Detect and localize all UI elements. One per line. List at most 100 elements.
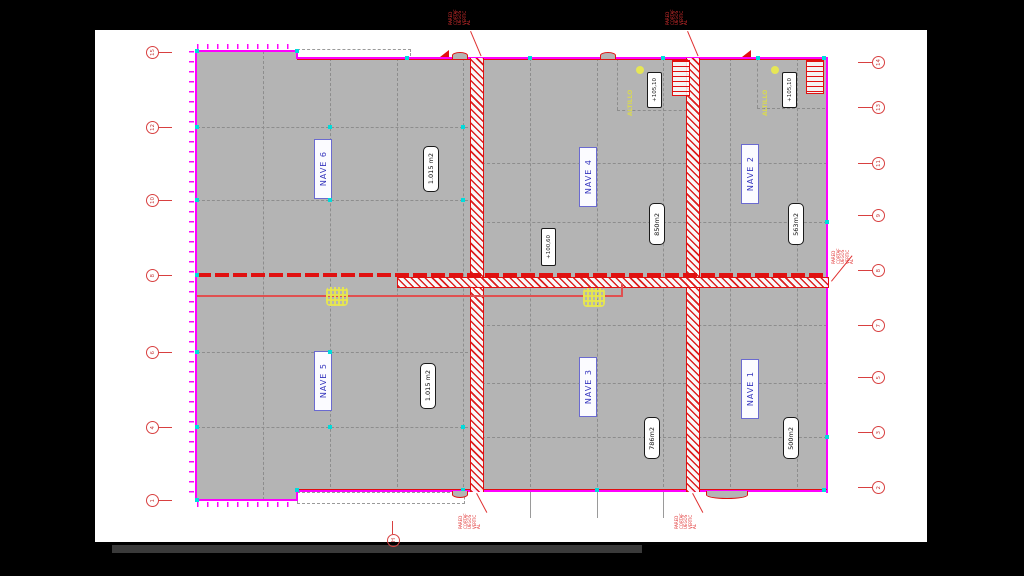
bubble-leader xyxy=(858,215,872,216)
mezzanine-edge-line xyxy=(617,58,618,110)
grid-marker-icon xyxy=(825,220,829,224)
grid-bubble-text: 10 xyxy=(149,197,156,204)
grid-marker-icon xyxy=(756,56,760,60)
perimeter-wall-top-red xyxy=(297,59,827,60)
door-swing-icon xyxy=(706,491,748,499)
hall-label-text: NAVE 3 xyxy=(583,369,593,405)
bubble-leader xyxy=(158,427,172,428)
grid-line-horizontal xyxy=(482,163,827,164)
ground-elevation-text: +100,60 xyxy=(545,235,552,259)
grid-bubble-right: 14 xyxy=(872,56,885,69)
perimeter-wall-right xyxy=(826,57,828,493)
firewall-note: PARED CORTAFUEGOS VERTICAL xyxy=(448,9,472,25)
fire-separation-thin-line xyxy=(197,295,622,297)
grid-marker-icon xyxy=(328,198,332,202)
grid-bubble-text: 1 xyxy=(149,498,156,503)
grid-bubble-text: 4 xyxy=(149,425,156,430)
firewall-note: PARED CORTAFUEGOS VERTICAL xyxy=(674,513,698,529)
grid-bubble-left: 6 xyxy=(146,346,159,359)
grid-bubble-text: H xyxy=(390,538,397,543)
area-label-text: 563m2 xyxy=(792,212,800,236)
door-swing-icon xyxy=(452,491,468,498)
grid-marker-icon xyxy=(195,49,199,53)
grid-bubble-right: 9 xyxy=(872,209,885,222)
area-label-text: 500m2 xyxy=(787,426,795,450)
grid-marker-icon xyxy=(195,125,199,129)
grid-bubble-text: 8 xyxy=(875,268,882,273)
grid-bubble-text: 7 xyxy=(875,323,882,328)
area-label-nave-6: 1.015 m2 xyxy=(423,146,439,192)
perimeter-wall-step xyxy=(296,492,298,501)
grid-line-horizontal xyxy=(197,127,468,128)
bubble-leader xyxy=(858,487,872,488)
hall-label-nave-2: NAVE 2 xyxy=(741,144,759,204)
yellow-equipment-symbol xyxy=(326,287,348,306)
door-swing-icon xyxy=(452,52,468,59)
perimeter-wall-top-left xyxy=(197,50,297,52)
grid-bubble-left: 8 xyxy=(146,269,159,282)
hall-label-nave-4: NAVE 4 xyxy=(579,147,597,207)
wall-tick-marks-bottom-left xyxy=(197,502,297,507)
grid-bubble-text: 13 xyxy=(875,104,882,111)
area-label-nave-4: 850m2 xyxy=(649,203,665,245)
hall-label-text: NAVE 5 xyxy=(318,363,328,399)
grid-bubble-text: 6 xyxy=(149,350,156,355)
wall-tick-marks-top-left xyxy=(197,44,297,49)
hall-label-nave-5: NAVE 5 xyxy=(314,351,332,411)
ground-elevation-label: +100,60 xyxy=(541,228,556,266)
hall-label-text: NAVE 2 xyxy=(745,156,755,192)
grid-marker-icon xyxy=(195,498,199,502)
mezzanine-edge-line xyxy=(757,58,758,108)
grid-marker-icon xyxy=(461,425,465,429)
bubble-leader xyxy=(158,200,172,201)
grid-marker-icon xyxy=(528,56,532,60)
mezzanine-edge-line xyxy=(757,108,825,109)
grid-bubble-right: 2 xyxy=(872,481,885,494)
grid-extension-line xyxy=(530,492,531,518)
grid-line-horizontal xyxy=(197,200,468,201)
yellow-equipment-symbol xyxy=(583,288,605,307)
grid-extension-line xyxy=(597,492,598,518)
grid-extension-line xyxy=(663,492,664,518)
grid-bubble-text: 2 xyxy=(875,485,882,490)
bubble-leader xyxy=(158,500,172,501)
grid-bubble-bottom: H xyxy=(387,534,400,547)
grid-line-horizontal xyxy=(482,325,827,326)
grid-bubble-left: 10 xyxy=(146,194,159,207)
bubble-leader xyxy=(858,163,872,164)
stair-icon xyxy=(672,60,690,96)
hall-label-text: NAVE 6 xyxy=(318,151,328,187)
grid-bubble-text: 9 xyxy=(875,213,882,218)
area-label-nave-2: 563m2 xyxy=(788,203,804,245)
mezzanine-dot-icon xyxy=(771,66,779,74)
firewall-note: PARED CORTAFUEGOS VERTICAL xyxy=(458,513,482,529)
grid-marker-icon xyxy=(461,488,465,492)
hall-label-text: NAVE 4 xyxy=(583,159,593,195)
mezzanine-elevation-text: +105,10 xyxy=(651,78,658,102)
grid-line-horizontal xyxy=(197,427,468,428)
grid-bubble-right: 7 xyxy=(872,319,885,332)
mezzanine-elevation-label: +105,10 xyxy=(782,72,797,108)
grid-bubble-text: 12 xyxy=(149,124,156,131)
bubble-leader xyxy=(858,107,872,108)
grid-marker-icon xyxy=(595,488,599,492)
hall-label-text: NAVE 1 xyxy=(745,371,755,407)
mezzanine-elevation-text: +105,10 xyxy=(786,78,793,102)
area-label-text: 1.015 m2 xyxy=(424,370,432,402)
mezzanine-label: ALTILLO xyxy=(627,89,634,116)
grid-bubble-text: 5 xyxy=(875,375,882,380)
bubble-leader xyxy=(158,352,172,353)
area-label-text: 786m2 xyxy=(648,426,656,450)
grid-bubble-text: 11 xyxy=(875,160,882,167)
grid-marker-icon xyxy=(461,198,465,202)
grid-marker-icon xyxy=(195,425,199,429)
grid-marker-icon xyxy=(822,56,826,60)
mezzanine-edge-line xyxy=(617,110,687,111)
hall-label-nave-6: NAVE 6 xyxy=(314,139,332,199)
bubble-leader xyxy=(158,275,172,276)
grid-bubble-left: 12 xyxy=(146,121,159,134)
firewall-note: PARED CORTAFUEGOS VERTICAL xyxy=(665,9,689,25)
perimeter-wall-step xyxy=(296,50,298,59)
bubble-leader xyxy=(158,52,172,53)
